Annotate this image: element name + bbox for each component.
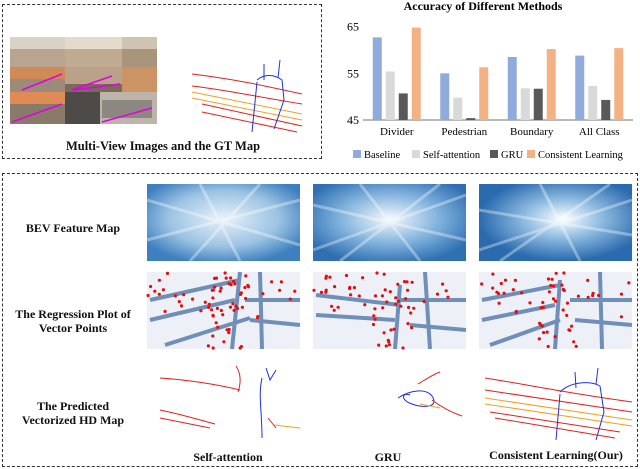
gt-map-icon	[191, 59, 303, 133]
accuracy-chart: Accuracy of Different Methods 45 55 65 Divid…	[347, 0, 633, 161]
bar	[533, 88, 543, 120]
bar	[520, 88, 530, 120]
gt-map-caption: Multi-View Images and the GT Map	[65, 139, 261, 153]
legend-label: GRU	[501, 150, 524, 161]
column-label-consistent-learning: Consistent Learning(Our)	[489, 448, 623, 462]
bar	[601, 99, 611, 120]
bar	[466, 118, 476, 120]
y-tick-label: 55	[347, 66, 359, 80]
y-tick-label: 45	[347, 113, 359, 127]
column-label-gru: GRU	[374, 450, 402, 464]
row-label-regression-1: The Regression Plot of	[15, 307, 131, 321]
top-left-panel: Multi-View Images and the GT Map	[2, 4, 322, 159]
bottom-panel: BEV Feature Map The Regression Plot of V…	[2, 173, 638, 467]
x-tick-label: Pedestrian	[441, 126, 487, 138]
legend-swatch	[490, 150, 498, 158]
bar	[507, 57, 517, 120]
bar	[588, 85, 598, 120]
bar	[575, 55, 585, 120]
legend-swatch	[353, 150, 361, 158]
bar	[479, 67, 489, 120]
bar	[614, 48, 624, 121]
legend-swatch	[412, 150, 420, 158]
row-label-regression-2: Vector Points	[38, 321, 108, 335]
row-label-bev: BEV Feature Map	[25, 221, 121, 235]
row-label-predicted-1: The Predicted	[36, 399, 110, 413]
x-tick-label: Boundary	[510, 126, 554, 138]
bar	[546, 49, 556, 120]
bar	[372, 37, 382, 120]
legend-label: Baseline	[364, 150, 400, 161]
bar	[398, 93, 408, 120]
legend-label: Consistent Learning	[538, 150, 624, 161]
bar	[453, 97, 463, 120]
bar	[385, 71, 395, 120]
chart-title: Accuracy of Different Methods	[404, 0, 563, 13]
multi-view-images	[10, 37, 303, 133]
x-tick-label: Divider	[380, 126, 414, 138]
legend-swatch	[527, 150, 535, 158]
x-tick-label: All Class	[579, 126, 620, 138]
column-label-self-attention: Self-attention	[193, 450, 263, 464]
bar	[411, 27, 421, 121]
legend-label: Self-attention	[423, 150, 481, 161]
row-label-predicted-2: Vectorized HD Map	[21, 413, 125, 427]
bar	[440, 73, 450, 120]
y-tick-label: 65	[347, 20, 359, 34]
